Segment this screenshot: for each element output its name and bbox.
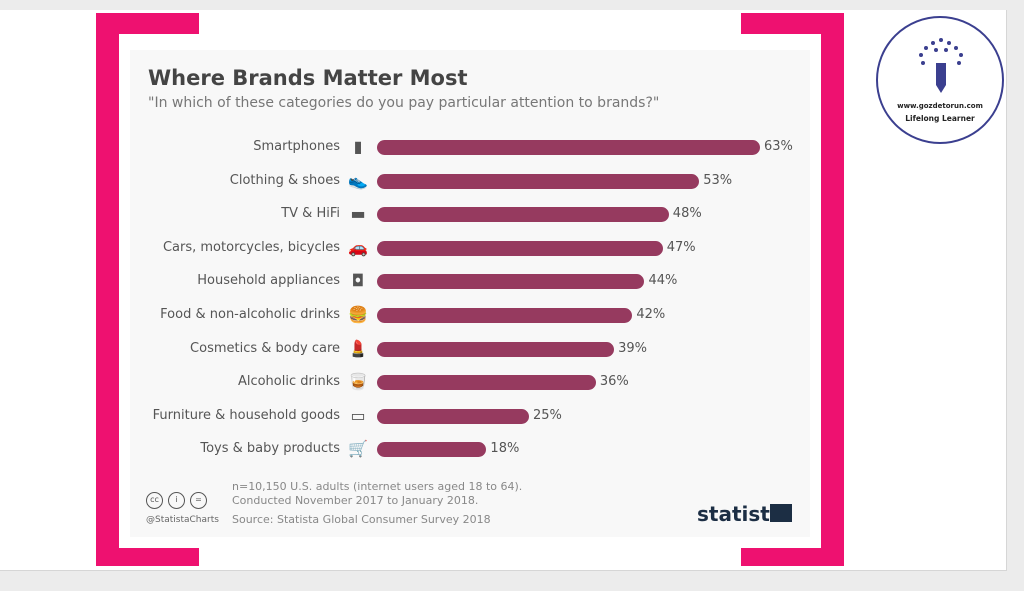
value-label: 63%	[764, 139, 793, 154]
category-label: Toys & baby products	[200, 441, 340, 457]
bar	[377, 408, 529, 424]
value-label: 42%	[636, 307, 666, 322]
tv-icon: ▬	[350, 204, 366, 224]
frame-bottom-right	[741, 548, 844, 566]
burger-icon: 🍔	[348, 305, 368, 324]
sample-note: n=10,150 U.S. adults (internet users age…	[232, 480, 523, 493]
bar	[377, 274, 645, 290]
badge-tagline: Lifelong Learner	[905, 114, 975, 123]
bar	[377, 442, 487, 458]
category-label: Food & non-alcoholic drinks	[160, 307, 340, 322]
source-note: Source: Statista Global Consumer Survey …	[232, 513, 491, 526]
statista-logo: statista	[697, 502, 784, 526]
value-label: 25%	[532, 407, 562, 423]
chart-title: Where Brands Matter Most	[148, 66, 468, 90]
bar	[377, 308, 633, 323]
value-label: 18%	[490, 441, 520, 457]
bar	[377, 173, 700, 189]
mixer-icon: ◘	[351, 271, 365, 291]
sofa-icon: ▭	[350, 405, 366, 425]
value-label: 47%	[666, 239, 696, 255]
smartphone-icon: ▮	[353, 137, 363, 156]
cc-icon: cc	[146, 492, 163, 509]
value-label: 44%	[648, 273, 678, 289]
bar	[377, 207, 669, 223]
date-note: Conducted November 2017 to January 2018.	[232, 494, 479, 507]
car-icon: 🚗	[348, 237, 368, 257]
bar	[377, 341, 615, 357]
statista-handle: @StatistaCharts	[146, 515, 219, 525]
badge-url: www.gozdetorun.com	[897, 102, 983, 110]
value-label: 48%	[672, 206, 702, 222]
bar	[377, 375, 596, 391]
frame-left	[96, 13, 119, 566]
value-label: 36%	[599, 374, 629, 390]
category-label: Smartphones	[253, 139, 340, 154]
value-label: 39%	[618, 340, 647, 356]
frame-top-right	[741, 13, 844, 34]
category-label: Clothing & shoes	[229, 172, 340, 188]
gozdetorun-badge: www.gozdetorun.com Lifelong Learner	[876, 16, 1004, 144]
frame-right	[821, 13, 844, 566]
chart-subtitle: "In which of these categories do you pay…	[148, 95, 660, 111]
cosmetics-icon: 💄	[348, 338, 368, 358]
bar	[377, 240, 663, 256]
statista-logo-mark-icon	[770, 504, 792, 522]
attribution-icon: i	[168, 492, 185, 509]
category-label: TV & HiFi	[281, 206, 340, 222]
bar	[377, 140, 760, 155]
pencil-tree-icon	[919, 38, 963, 93]
frame-top-left	[96, 13, 199, 34]
chart-card	[130, 50, 810, 537]
frame-bottom-left	[96, 548, 199, 566]
value-label: 53%	[703, 172, 733, 188]
category-label: Household appliances	[197, 273, 340, 289]
category-label: Cars, motorcycles, bicycles	[162, 239, 340, 255]
shoe-icon: 👟	[348, 170, 368, 190]
stroller-icon: 🛒	[348, 439, 368, 459]
category-label: Alcoholic drinks	[237, 374, 340, 390]
category-label: Cosmetics & body care	[190, 340, 340, 356]
noderivs-icon: =	[190, 492, 207, 509]
whisky-glass-icon: 🥃	[348, 372, 368, 392]
category-label: Furniture & household goods	[152, 407, 340, 423]
